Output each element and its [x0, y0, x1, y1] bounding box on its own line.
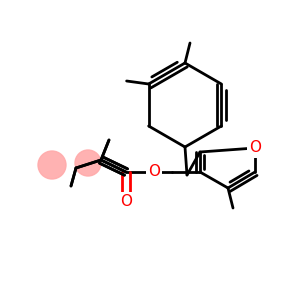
Text: O: O [249, 140, 261, 155]
Circle shape [75, 150, 101, 176]
Text: O: O [148, 164, 160, 179]
Circle shape [38, 151, 66, 179]
Text: O: O [120, 194, 132, 209]
